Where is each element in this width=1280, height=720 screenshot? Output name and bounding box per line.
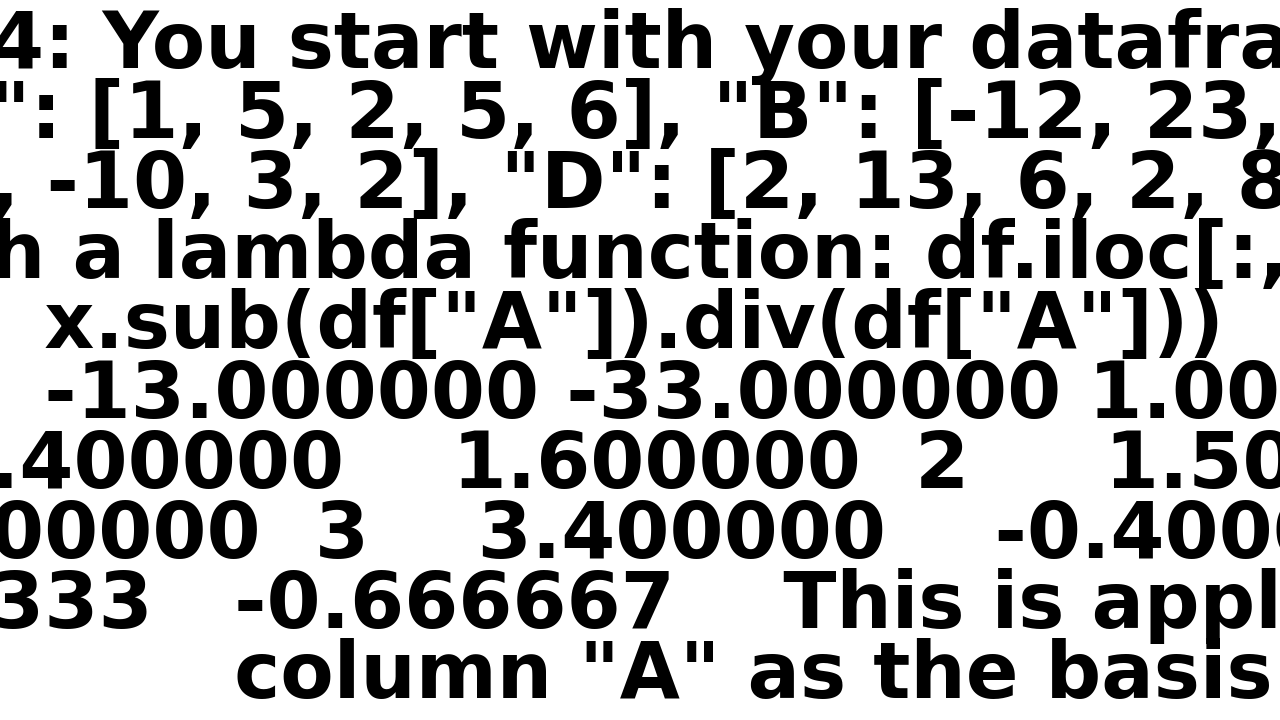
Text: 00000  3    3.400000    -0.400000  -0.600000: 00000 3 3.400000 -0.400000 -0.600000 bbox=[0, 498, 1280, 574]
Text: -13.000000 -33.000000 1.000000  1   3.6: -13.000000 -33.000000 1.000000 1 3.6 bbox=[0, 358, 1280, 434]
Text: , -10, 3, 2], "D": [2, 13, 6, 2, 8] })  then use app: , -10, 3, 2], "D": [2, 13, 6, 2, 8] }) t… bbox=[0, 148, 1280, 224]
Text: x.sub(df["A"]).div(df["A"]))          B        C: x.sub(df["A"]).div(df["A"])) B C bbox=[0, 288, 1280, 364]
Text: 333   -0.666667    This is applying a pct chang: 333 -0.666667 This is applying a pct cha… bbox=[0, 568, 1280, 645]
Text: 4: You start with your dataframe: df = pd.Data: 4: You start with your dataframe: df = p… bbox=[0, 8, 1280, 85]
Text: ": [1, 5, 2, 5, 6], "B": [-12, 23, 5, 22, 35], "C": [-3: ": [1, 5, 2, 5, 6], "B": [-12, 23, 5, 22… bbox=[0, 78, 1280, 154]
Text: column "A" as the basis.: column "A" as the basis. bbox=[0, 638, 1280, 714]
Text: h a lambda function: df.iloc[:,1:].apply(lambda: h a lambda function: df.iloc[:,1:].apply… bbox=[0, 218, 1280, 295]
Text: .400000    1.600000  2     1.500000   -6.00000: .400000 1.600000 2 1.500000 -6.00000 bbox=[0, 428, 1280, 504]
